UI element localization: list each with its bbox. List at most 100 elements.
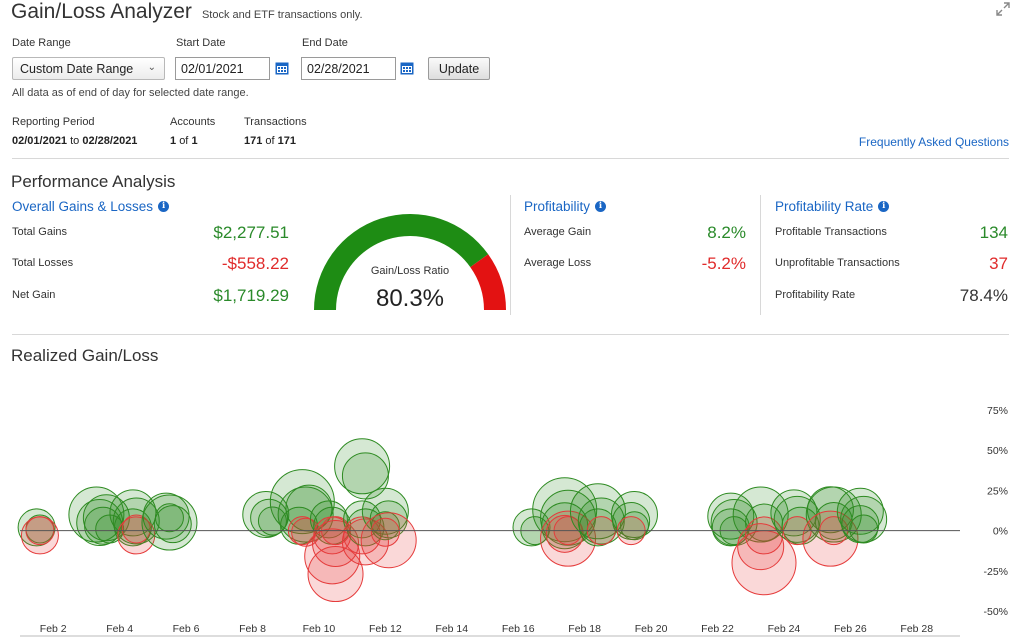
info-icon[interactable]: i — [595, 201, 607, 212]
divider — [12, 334, 1009, 335]
gain-bubble[interactable] — [370, 511, 400, 541]
bubble-group — [17, 438, 888, 603]
loss-bubble[interactable] — [304, 528, 361, 585]
y-tick-label: 75% — [987, 405, 1008, 417]
gauge-label: Gain/Loss Ratio — [371, 265, 449, 277]
column-divider — [510, 195, 511, 315]
x-tick-label: Feb 10 — [303, 623, 336, 635]
start-date-label: Start Date — [176, 37, 226, 49]
expand-icon[interactable] — [996, 2, 1010, 16]
gain-bubble[interactable] — [569, 483, 626, 540]
realized-title: Realized Gain/Loss — [11, 346, 159, 365]
period-start: 02/01/2021 — [12, 135, 68, 147]
loss-bubble[interactable] — [737, 523, 785, 571]
profitability-rate-label: Profitability Rate — [775, 289, 856, 301]
y-tick-label: 25% — [987, 485, 1008, 497]
update-button[interactable]: Update — [428, 57, 490, 80]
gain-bubble[interactable] — [849, 514, 879, 544]
x-tick-label: Feb 8 — [239, 623, 266, 635]
reporting-period-value: 02/01/2021 to 02/28/2021 — [12, 135, 137, 147]
calendar-icon[interactable] — [275, 61, 289, 75]
gain-bubble[interactable] — [836, 487, 884, 535]
page-title: Gain/Loss Analyzer — [11, 0, 192, 23]
average-gain-label: Average Gain — [524, 226, 592, 238]
x-tick-label: Feb 6 — [173, 623, 200, 635]
accounts-of: of — [179, 135, 189, 147]
loss-bubble[interactable] — [370, 517, 400, 547]
x-tick-label: Feb 24 — [768, 623, 801, 635]
period-end: 02/28/2021 — [82, 135, 138, 147]
loss-bubble[interactable] — [307, 546, 364, 603]
y-tick-label: 50% — [987, 445, 1008, 457]
x-tick-label: Feb 2 — [40, 623, 67, 635]
net-gain-label: Net Gain — [12, 289, 56, 301]
profitability-rate-value: 78.4% — [959, 286, 1008, 305]
accounts-label: Accounts — [170, 116, 216, 128]
date-range-select[interactable]: Custom Date Range ⌄ — [12, 57, 165, 80]
gauge-gain-arc — [314, 214, 489, 310]
total-gains-label: Total Gains — [12, 226, 68, 238]
total-losses-label: Total Losses — [12, 257, 74, 269]
x-axis: Feb 2 Feb 4 Feb 6 Feb 8 Feb 10 Feb 12 Feb 14 Fe… — [40, 623, 933, 635]
gain-bubble[interactable] — [242, 491, 290, 539]
x-tick-label: Feb 20 — [635, 623, 668, 635]
loss-bubble[interactable] — [360, 512, 417, 569]
y-tick-label: 0% — [993, 526, 1008, 538]
gain-bubble[interactable] — [619, 511, 649, 541]
as-of-note: All data as of end of day for selected d… — [12, 87, 249, 99]
info-icon[interactable]: i — [158, 201, 170, 212]
gain-bubble[interactable] — [112, 497, 160, 545]
profitability-rate-title[interactable]: Profitability Rate i — [775, 199, 890, 214]
transactions-shown: 171 — [244, 135, 263, 147]
gain-bubble[interactable] — [68, 486, 125, 543]
overall-gains-title[interactable]: Overall Gains & Losses i — [12, 199, 170, 214]
start-date-input[interactable]: 02/01/2021 — [175, 57, 270, 80]
gain-bubble[interactable] — [334, 438, 391, 495]
total-gains-value: $2,277.51 — [213, 223, 289, 242]
x-tick-label: Feb 14 — [435, 623, 468, 635]
period-to: to — [70, 135, 80, 147]
average-loss-label: Average Loss — [524, 257, 592, 269]
net-gain-value: $1,719.29 — [213, 286, 289, 305]
profitability-title[interactable]: Profitability i — [524, 199, 607, 214]
x-tick-label: Feb 28 — [900, 623, 933, 635]
average-loss-value: -5.2% — [701, 254, 746, 273]
end-date-input[interactable]: 02/28/2021 — [301, 57, 396, 80]
gauge-value: 80.3% — [376, 285, 444, 312]
loss-bubble[interactable] — [802, 510, 859, 567]
end-date-label: End Date — [302, 37, 348, 49]
divider — [12, 158, 1009, 159]
profitable-transactions-label: Profitable Transactions — [775, 226, 887, 238]
gain-bubble[interactable] — [257, 506, 287, 536]
gain-loss-ratio-gauge: Gain/Loss Ratio 80.3% — [314, 214, 506, 312]
transactions-value: 171 of 171 — [244, 135, 296, 147]
title-row: Gain/Loss Analyzer Stock and ETF transac… — [11, 0, 363, 24]
x-tick-label: Feb 16 — [502, 623, 535, 635]
gain-bubble[interactable] — [610, 491, 658, 539]
profitable-transactions-value: 134 — [979, 223, 1008, 242]
transactions-total: 171 — [277, 135, 297, 147]
transactions-label: Transactions — [244, 116, 307, 128]
loss-bubble[interactable] — [745, 516, 783, 555]
x-tick-label: Feb 18 — [568, 623, 601, 635]
y-tick-label: -25% — [983, 566, 1008, 578]
gain-bubble[interactable] — [154, 503, 184, 533]
date-range-value: Custom Date Range — [20, 62, 134, 76]
gain-bubble[interactable] — [309, 500, 348, 539]
x-tick-label: Feb 4 — [106, 623, 133, 635]
reporting-period-label: Reporting Period — [12, 116, 95, 128]
x-tick-label: Feb 22 — [701, 623, 734, 635]
gauge-loss-arc — [470, 254, 506, 310]
column-divider — [760, 195, 761, 315]
faq-link[interactable]: Frequently Asked Questions — [858, 135, 1009, 149]
gain-bubble[interactable] — [577, 497, 625, 545]
info-icon[interactable]: i — [878, 201, 890, 212]
date-range-label: Date Range — [12, 37, 71, 49]
realized-gain-loss-chart: 75% 50% 25% 0% -25% -50% Feb 2 Feb 4 Feb 6 Feb 8… — [17, 405, 1008, 637]
profitability-label: Profitability — [524, 199, 591, 214]
calendar-icon[interactable] — [400, 61, 414, 75]
loss-bubble[interactable] — [121, 514, 151, 544]
gain-bubble[interactable] — [153, 505, 192, 544]
total-losses-value: -$558.22 — [221, 254, 289, 273]
x-tick-label: Feb 26 — [834, 623, 867, 635]
